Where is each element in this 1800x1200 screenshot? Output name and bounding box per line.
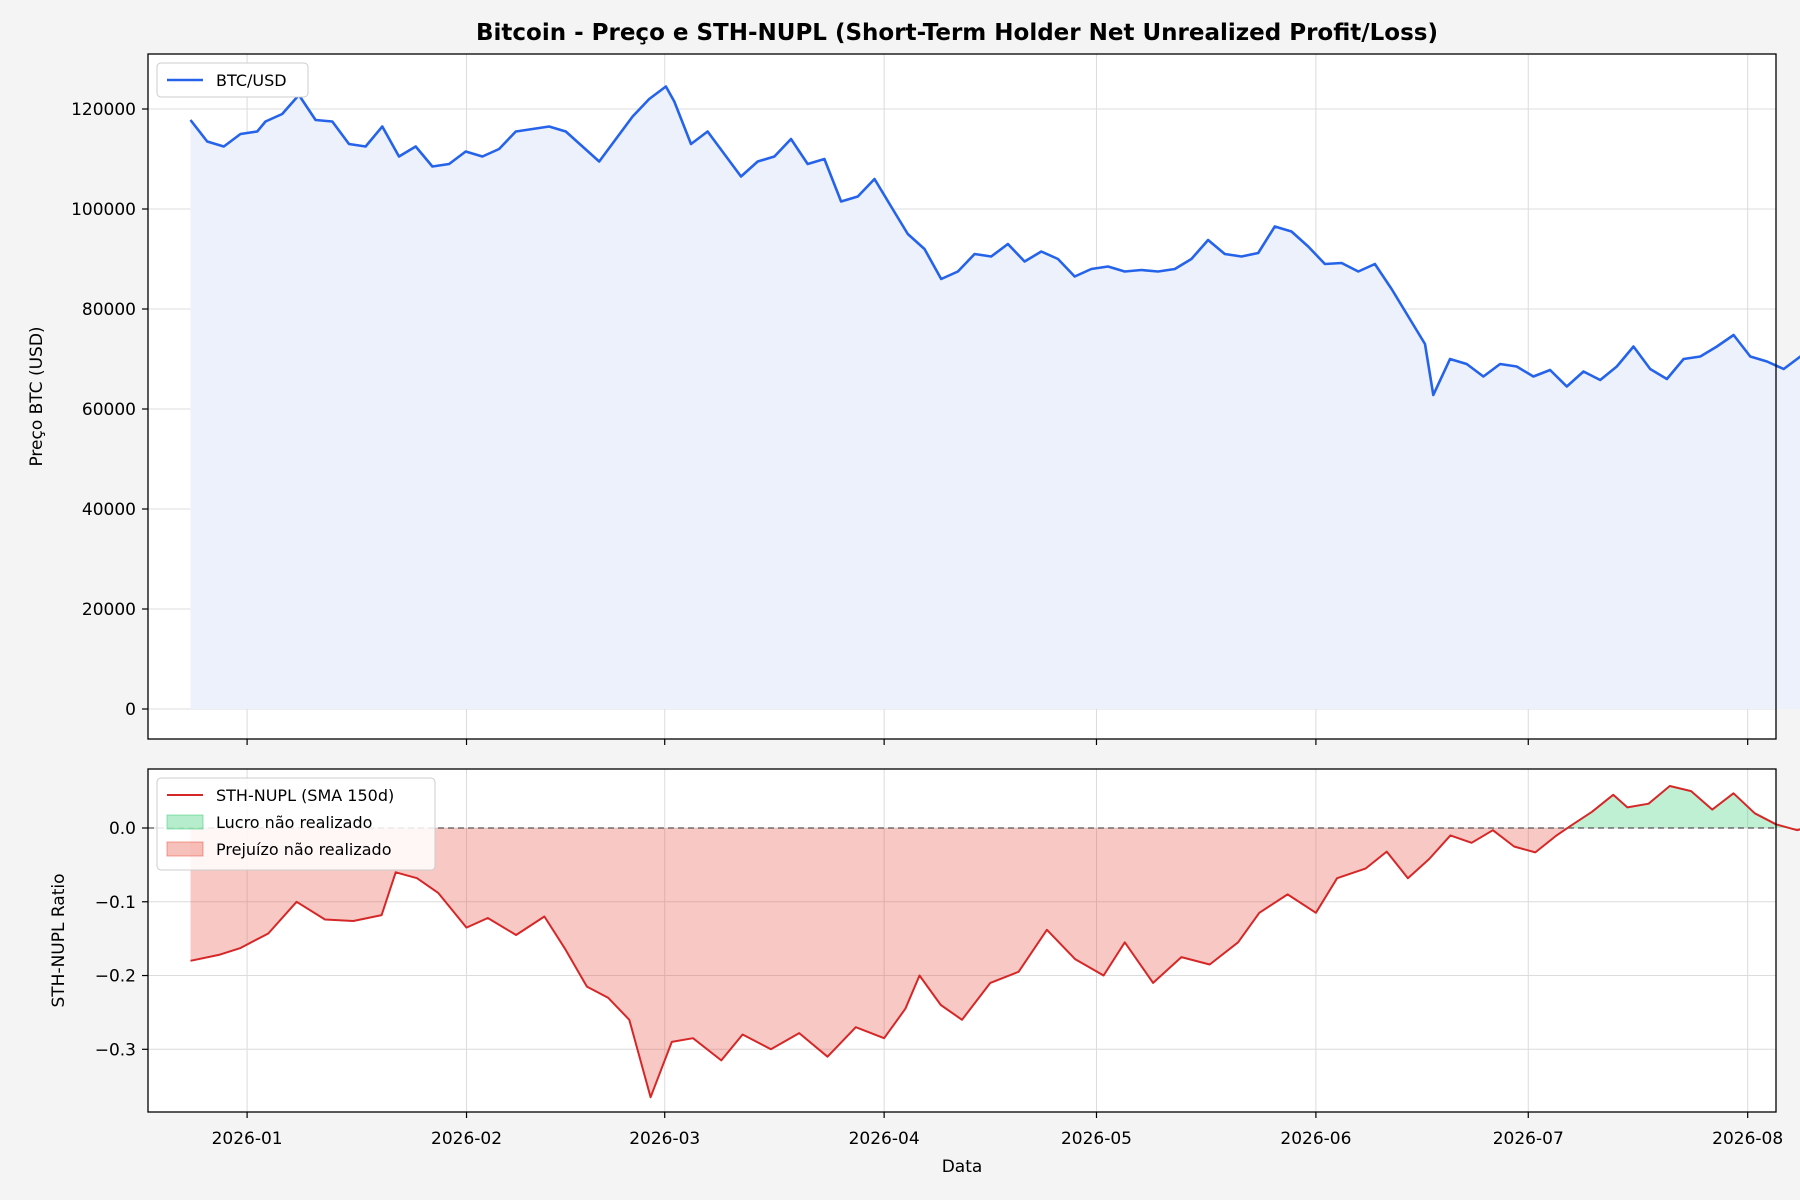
nupl-legend: STH-NUPL (SMA 150d) Lucro não realizado Pr… xyxy=(156,777,436,871)
y-tick-label: 0.0 xyxy=(109,819,136,839)
unrealized-profit-fill xyxy=(190,786,1800,828)
y-tick-label: −0.1 xyxy=(95,893,136,913)
btc-usd-line xyxy=(189,85,1800,397)
y-tick-label: −0.2 xyxy=(95,967,136,987)
x-tick-label: 2026-08 xyxy=(1712,1129,1783,1149)
x-tick-label: 2026-06 xyxy=(1280,1129,1351,1149)
y-tick-label: 100000 xyxy=(71,200,136,220)
x-axis-label: Data xyxy=(942,1157,983,1177)
legend-label-btc-usd: BTC/USD xyxy=(216,71,287,90)
y-tick-label: 60000 xyxy=(82,400,136,420)
price-plot-area xyxy=(189,85,1800,709)
price-area-fill xyxy=(190,86,1800,709)
y-tick-label: 120000 xyxy=(71,100,136,120)
legend-box xyxy=(156,777,436,871)
y-tick-label: 40000 xyxy=(82,500,136,520)
price-legend: BTC/USD xyxy=(156,62,309,98)
x-tick-label: 2026-02 xyxy=(431,1129,502,1149)
legend-label-loss: Prejuízo não realizado xyxy=(216,840,391,859)
legend-swatch-profit xyxy=(166,814,204,830)
legend-label-sth-nupl: STH-NUPL (SMA 150d) xyxy=(216,786,394,805)
x-tick-label: 2026-04 xyxy=(849,1129,920,1149)
legend-box xyxy=(156,62,309,98)
legend-label-profit: Lucro não realizado xyxy=(216,813,372,832)
x-tick-label: 2026-03 xyxy=(629,1129,700,1149)
sth-nupl-line xyxy=(190,785,1800,1099)
nupl-y-axis: −0.3 −0.2 −0.1 0.0 xyxy=(95,819,148,1060)
price-y-axis: 0 20000 40000 60000 80000 100000 120000 xyxy=(71,100,148,720)
chart-title: Bitcoin - Preço e STH-NUPL (Short-Term H… xyxy=(476,20,1438,46)
y-tick-label: 0 xyxy=(125,700,136,720)
unrealized-loss-fill xyxy=(190,828,1800,1098)
x-tick-label: 2026-07 xyxy=(1493,1129,1564,1149)
y-tick-label: −0.3 xyxy=(95,1040,136,1060)
y-tick-label: 80000 xyxy=(82,300,136,320)
x-tick-label: 2026-05 xyxy=(1061,1129,1132,1149)
nupl-panel-frame xyxy=(147,768,1777,1113)
price-y-axis-label: Preço BTC (USD) xyxy=(27,326,47,466)
x-tick-label: 2026-01 xyxy=(212,1129,283,1149)
legend-swatch-loss xyxy=(166,841,204,857)
price-x-axis xyxy=(246,739,1749,745)
y-tick-label: 20000 xyxy=(82,600,136,620)
nupl-y-axis-label: STH-NUPL Ratio xyxy=(49,873,69,1007)
nupl-x-axis: 2026-01 2026-02 2026-03 2026-04 2026-05 2026-… xyxy=(212,1112,1783,1149)
price-panel-frame xyxy=(147,53,1777,740)
